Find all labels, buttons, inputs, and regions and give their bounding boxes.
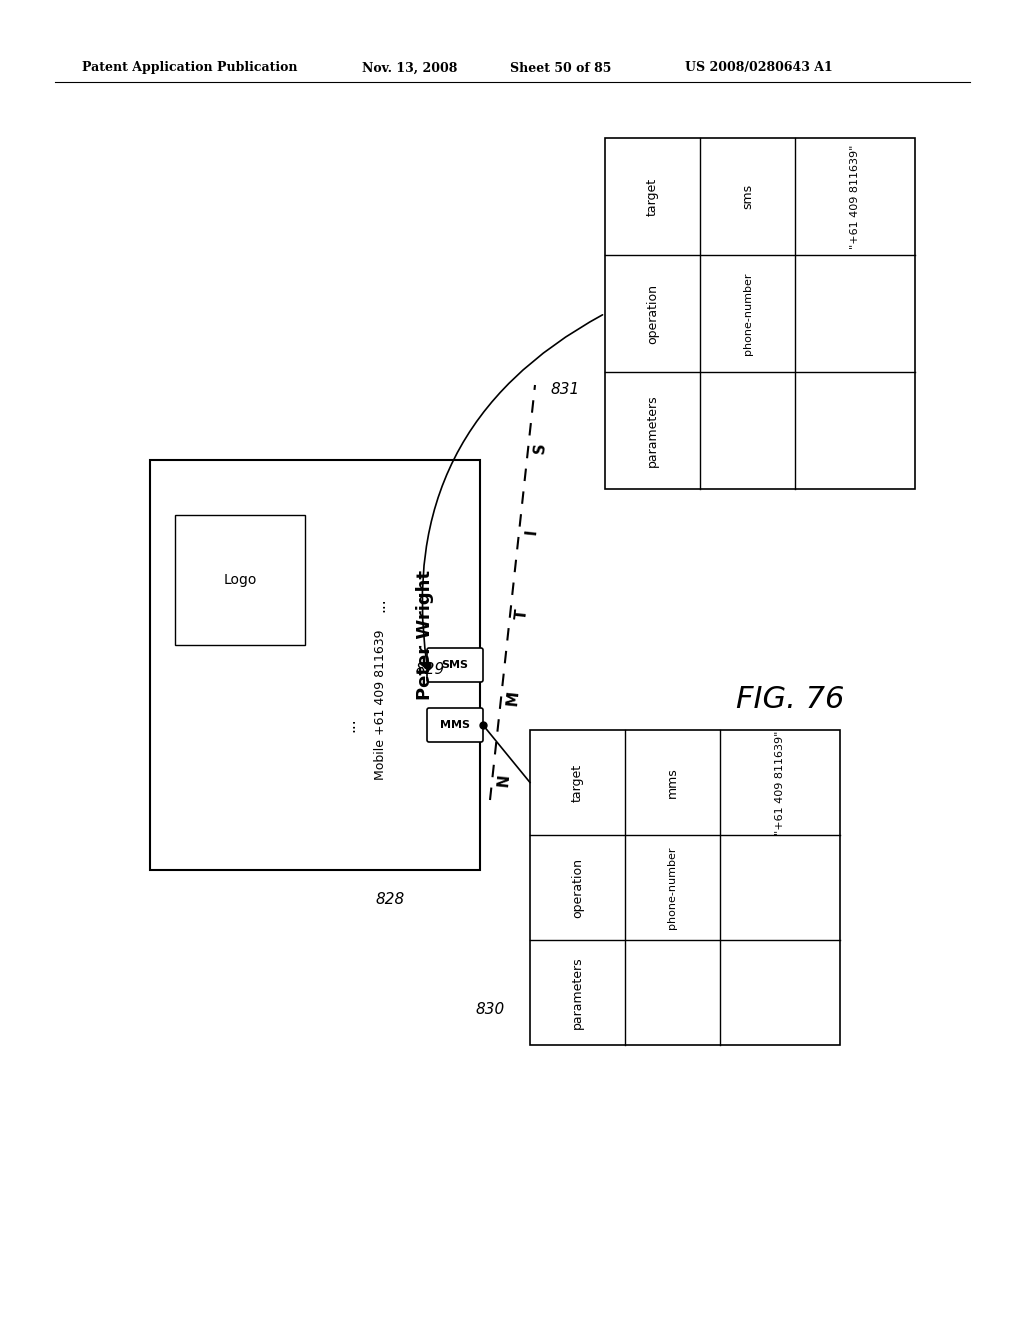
Text: Logo: Logo — [223, 573, 257, 587]
Text: "+61 409 811639": "+61 409 811639" — [775, 730, 785, 834]
Text: S: S — [532, 442, 548, 455]
FancyBboxPatch shape — [427, 648, 483, 682]
Text: I: I — [523, 528, 539, 535]
Text: mms: mms — [666, 767, 679, 797]
Text: Mobile +61 409 811639: Mobile +61 409 811639 — [374, 630, 386, 780]
Bar — [175, 515, 305, 645]
Bar — [605, 139, 915, 488]
Bar — [530, 730, 840, 1045]
Text: 830: 830 — [475, 1002, 505, 1018]
Text: parameters: parameters — [646, 395, 659, 467]
Text: operation: operation — [571, 858, 584, 917]
Text: 831: 831 — [550, 383, 580, 397]
Text: phone-number: phone-number — [668, 846, 678, 929]
Text: Nov. 13, 2008: Nov. 13, 2008 — [362, 62, 458, 74]
Text: sms: sms — [741, 183, 754, 209]
Text: MMS: MMS — [440, 719, 470, 730]
Text: ...: ... — [342, 718, 357, 733]
Text: Sheet 50 of 85: Sheet 50 of 85 — [510, 62, 611, 74]
Text: phone-number: phone-number — [742, 272, 753, 355]
Text: M: M — [505, 689, 521, 706]
Text: T: T — [514, 609, 530, 620]
Text: 829: 829 — [416, 663, 444, 677]
Text: ...: ... — [373, 598, 387, 612]
Text: parameters: parameters — [571, 956, 584, 1028]
Text: FIG. 76: FIG. 76 — [736, 685, 844, 714]
Text: "+61 409 811639": "+61 409 811639" — [850, 144, 860, 248]
Text: Patent Application Publication: Patent Application Publication — [82, 62, 298, 74]
Text: N: N — [496, 774, 512, 788]
Text: target: target — [646, 177, 659, 215]
Text: US 2008/0280643 A1: US 2008/0280643 A1 — [685, 62, 833, 74]
FancyBboxPatch shape — [427, 708, 483, 742]
Text: 828: 828 — [376, 892, 404, 908]
Bar — [150, 459, 480, 870]
Text: target: target — [571, 763, 584, 801]
Text: operation: operation — [646, 284, 659, 343]
Text: SMS: SMS — [441, 660, 469, 671]
Text: Peter Wright: Peter Wright — [416, 570, 434, 700]
